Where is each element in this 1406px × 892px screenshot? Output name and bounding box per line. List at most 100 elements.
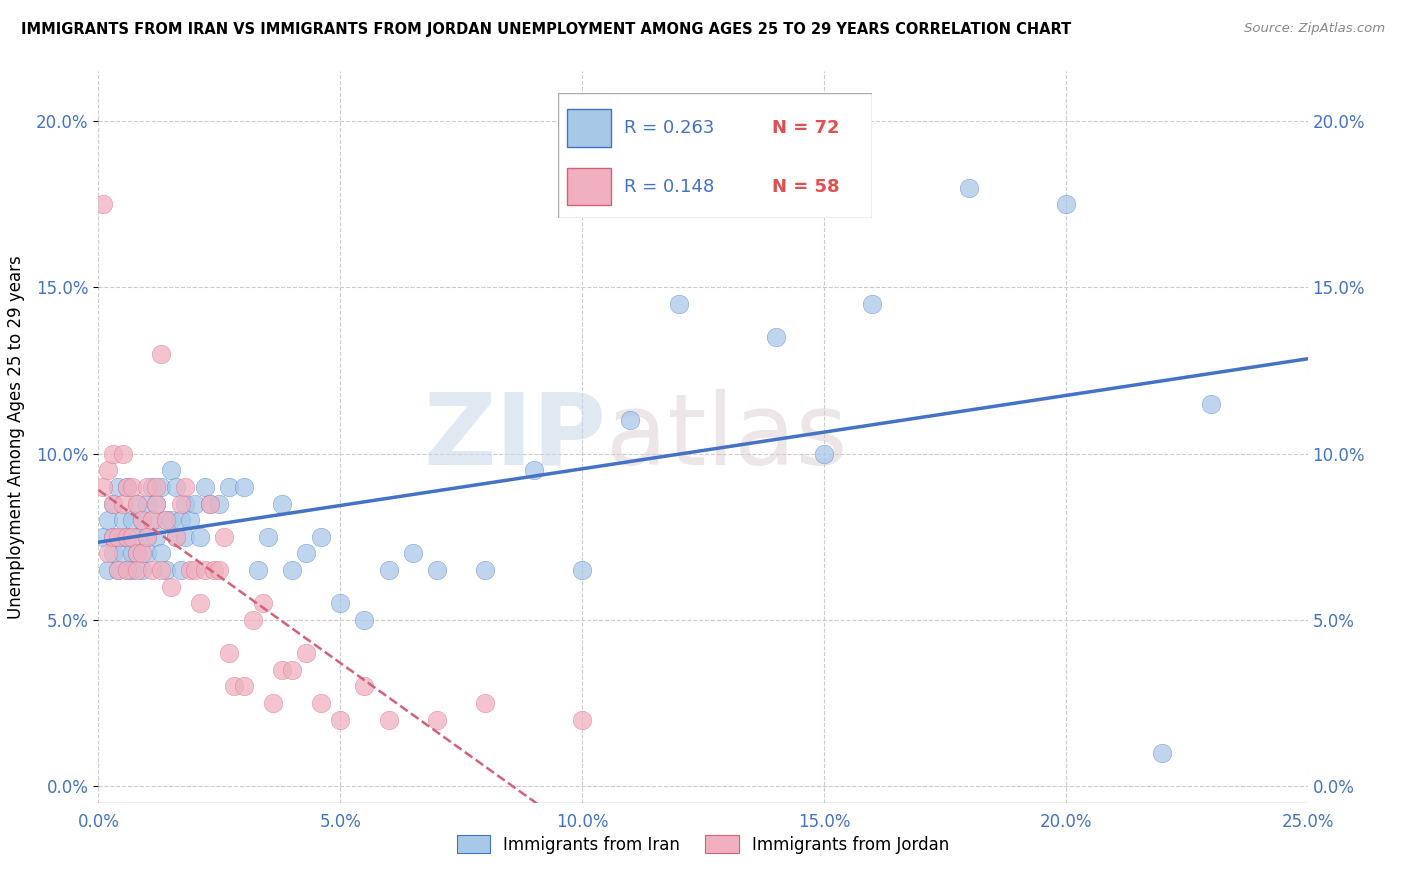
Point <box>813 447 835 461</box>
Point <box>174 480 197 494</box>
Point <box>571 713 593 727</box>
Point <box>247 563 270 577</box>
Point <box>111 530 134 544</box>
Point <box>426 713 449 727</box>
Point <box>150 546 173 560</box>
Point <box>194 480 217 494</box>
Point <box>101 530 124 544</box>
Point <box>198 497 221 511</box>
Point <box>141 513 163 527</box>
Point <box>131 513 153 527</box>
Point <box>218 646 240 660</box>
Point <box>160 513 183 527</box>
Text: IMMIGRANTS FROM IRAN VS IMMIGRANTS FROM JORDAN UNEMPLOYMENT AMONG AGES 25 TO 29 : IMMIGRANTS FROM IRAN VS IMMIGRANTS FROM … <box>21 22 1071 37</box>
Point <box>155 513 177 527</box>
Point <box>165 530 187 544</box>
Point <box>204 563 226 577</box>
Point <box>107 563 129 577</box>
Point <box>97 546 120 560</box>
Point <box>174 497 197 511</box>
Point <box>232 480 254 494</box>
Point <box>131 513 153 527</box>
Point <box>145 497 167 511</box>
Point <box>107 563 129 577</box>
Point <box>179 563 201 577</box>
Point <box>1152 746 1174 760</box>
Point <box>111 513 134 527</box>
Point <box>668 297 690 311</box>
Point <box>91 197 114 211</box>
Point <box>135 480 157 494</box>
Point <box>402 546 425 560</box>
Point <box>111 497 134 511</box>
Point <box>117 480 139 494</box>
Point <box>145 497 167 511</box>
Point <box>256 530 278 544</box>
Point <box>222 680 245 694</box>
Point <box>121 563 143 577</box>
Point <box>474 696 496 710</box>
Point <box>160 580 183 594</box>
Point <box>97 463 120 477</box>
Point <box>281 563 304 577</box>
Point <box>97 563 120 577</box>
Point <box>91 530 114 544</box>
Point <box>474 563 496 577</box>
Point <box>135 546 157 560</box>
Point <box>860 297 883 311</box>
Point <box>271 497 294 511</box>
Point <box>101 497 124 511</box>
Point <box>523 463 546 477</box>
Point <box>169 513 191 527</box>
Point <box>765 330 787 344</box>
Point <box>101 497 124 511</box>
Point <box>165 480 187 494</box>
Point <box>121 513 143 527</box>
Point <box>127 497 149 511</box>
Point <box>188 596 211 610</box>
Point <box>262 696 284 710</box>
Point <box>295 546 318 560</box>
Point <box>271 663 294 677</box>
Point <box>117 530 139 544</box>
Point <box>127 497 149 511</box>
Point <box>1199 397 1222 411</box>
Point <box>426 563 449 577</box>
Point <box>150 563 173 577</box>
Point <box>155 513 177 527</box>
Point <box>165 530 187 544</box>
Point <box>160 463 183 477</box>
Point <box>141 480 163 494</box>
Point <box>127 530 149 544</box>
Point <box>232 680 254 694</box>
Point <box>101 530 124 544</box>
Point <box>107 530 129 544</box>
Point <box>131 546 153 560</box>
Text: atlas: atlas <box>606 389 848 485</box>
Point <box>619 413 641 427</box>
Point <box>194 563 217 577</box>
Point <box>150 347 173 361</box>
Point <box>117 563 139 577</box>
Point <box>91 480 114 494</box>
Legend: Immigrants from Iran, Immigrants from Jordan: Immigrants from Iran, Immigrants from Jo… <box>450 829 956 860</box>
Point <box>309 530 332 544</box>
Point <box>127 546 149 560</box>
Text: ZIP: ZIP <box>423 389 606 485</box>
Point <box>184 563 207 577</box>
Point <box>97 513 120 527</box>
Point <box>208 497 231 511</box>
Point <box>188 530 211 544</box>
Point <box>141 513 163 527</box>
Point <box>218 480 240 494</box>
Point <box>208 563 231 577</box>
Y-axis label: Unemployment Among Ages 25 to 29 years: Unemployment Among Ages 25 to 29 years <box>7 255 25 619</box>
Point <box>150 480 173 494</box>
Point <box>571 563 593 577</box>
Point <box>329 713 352 727</box>
Point <box>184 497 207 511</box>
Point <box>117 530 139 544</box>
Point <box>295 646 318 660</box>
Point <box>329 596 352 610</box>
Point <box>121 546 143 560</box>
